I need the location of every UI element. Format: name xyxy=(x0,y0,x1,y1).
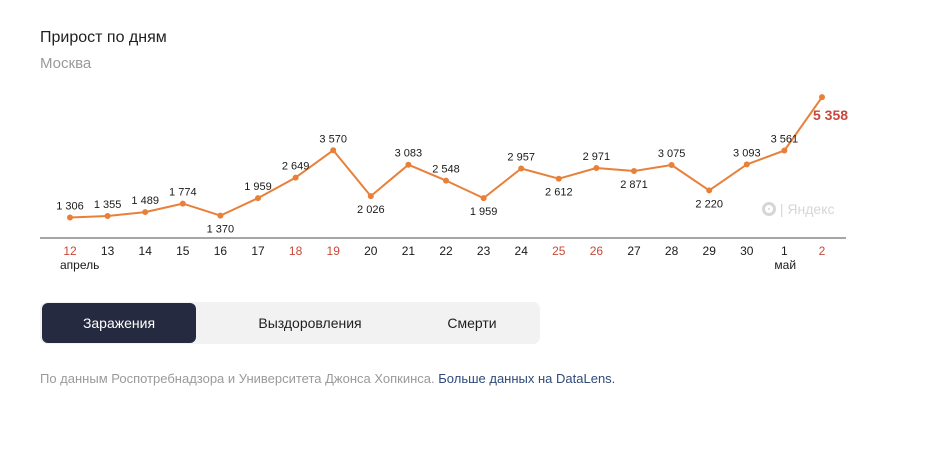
month-label: апрель xyxy=(60,258,99,272)
x-tick-label: 14 xyxy=(139,244,153,258)
x-tick-label: 16 xyxy=(214,244,228,258)
data-point xyxy=(706,187,713,194)
line-chart: 1 306 1 355 1 489 1 774 1 370 1 959 2 649 3 570… xyxy=(40,94,848,272)
x-tick-label: 28 xyxy=(665,244,679,258)
data-point xyxy=(217,212,224,219)
data-label: 1 774 xyxy=(169,187,197,199)
data-label: 2 220 xyxy=(695,198,723,210)
data-point xyxy=(292,174,299,181)
chart-subtitle: Москва xyxy=(40,55,92,72)
x-tick-label: 20 xyxy=(364,244,378,258)
tab-deaths[interactable]: Смерти xyxy=(447,315,497,331)
data-label: 3 075 xyxy=(658,148,686,160)
x-tick-label: 26 xyxy=(590,244,604,258)
data-label: 2 612 xyxy=(545,187,573,199)
data-point xyxy=(781,147,788,154)
data-point xyxy=(668,161,675,168)
data-label: 3 561 xyxy=(771,134,799,146)
data-point xyxy=(255,195,261,202)
x-tick-label: 17 xyxy=(251,244,265,258)
x-tick-label: 18 xyxy=(289,244,303,258)
datalens-link[interactable]: Больше данных на DataLens. xyxy=(438,371,616,386)
data-label: 2 649 xyxy=(282,161,310,173)
data-point xyxy=(631,168,637,175)
data-label: 2 871 xyxy=(620,179,648,191)
watermark-text: Яндекс xyxy=(787,201,835,217)
x-tick-label: 30 xyxy=(740,244,754,258)
tab-recoveries[interactable]: Выздоровления xyxy=(258,315,362,331)
x-tick-label: 12 xyxy=(63,244,77,258)
data-point xyxy=(405,161,412,168)
data-point xyxy=(743,161,750,168)
data-label: 2 957 xyxy=(507,151,535,163)
data-label: 1 959 xyxy=(470,206,498,218)
data-point xyxy=(104,213,111,220)
data-point xyxy=(367,193,374,200)
data-point xyxy=(819,94,825,101)
data-point xyxy=(555,175,562,182)
x-tick-label: 15 xyxy=(176,244,190,258)
data-label: 3 570 xyxy=(319,133,347,145)
x-tick-label: 25 xyxy=(552,244,566,258)
x-tick-label: 19 xyxy=(327,244,341,258)
data-point xyxy=(179,200,186,207)
data-label: 2 026 xyxy=(357,204,385,216)
yandex-logo-icon xyxy=(762,202,776,216)
data-label: 3 083 xyxy=(395,148,423,160)
x-tick-label: 13 xyxy=(101,244,115,258)
data-label: 5 358 xyxy=(813,107,848,123)
x-tick-label: 2 xyxy=(819,244,826,258)
data-label: 2 548 xyxy=(432,164,460,176)
x-tick-label: 29 xyxy=(703,244,717,258)
data-label: 3 093 xyxy=(733,147,761,159)
data-point xyxy=(67,214,73,221)
month-label: май xyxy=(774,258,796,272)
data-label: 1 489 xyxy=(131,195,159,207)
data-label: 1 370 xyxy=(207,224,235,236)
data-label: 1 306 xyxy=(56,201,84,213)
x-tick-label: 22 xyxy=(439,244,453,258)
data-label: 1 355 xyxy=(94,199,122,211)
source-text: По данным Роспотребнадзора и Университет… xyxy=(40,371,435,386)
data-point xyxy=(142,209,149,216)
x-tick-label: 27 xyxy=(627,244,641,258)
data-point xyxy=(593,165,600,172)
data-label: 2 971 xyxy=(583,151,611,163)
data-point xyxy=(443,177,449,184)
chart-title: Прирост по дням xyxy=(40,29,167,46)
data-point xyxy=(480,195,487,202)
yandex-watermark: | Яндекс xyxy=(762,201,835,217)
x-tick-label: 21 xyxy=(402,244,416,258)
tab-infections[interactable]: Заражения xyxy=(42,303,196,343)
x-tick-label: 24 xyxy=(515,244,529,258)
data-point xyxy=(518,165,525,172)
metric-tabs: Заражения Выздоровления Смерти xyxy=(40,302,540,344)
data-point xyxy=(330,147,337,154)
source-note: По данным Роспотребнадзора и Университет… xyxy=(40,371,615,386)
x-tick-label: 23 xyxy=(477,244,491,258)
x-tick-label: 1 xyxy=(781,244,788,258)
data-label: 1 959 xyxy=(244,181,272,193)
